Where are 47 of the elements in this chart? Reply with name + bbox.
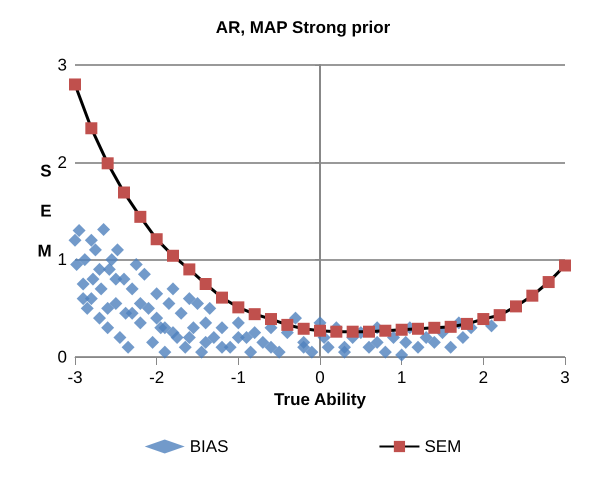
x-tick-label: 3 <box>560 368 570 387</box>
y-tick-label: 2 <box>58 152 67 172</box>
x-tick-label: 1 <box>396 368 406 387</box>
point <box>248 308 261 320</box>
point <box>183 263 196 276</box>
point <box>542 276 555 288</box>
x-axis-title: True Ability <box>274 390 367 409</box>
chart-title: AR, MAP Strong prior <box>216 18 391 37</box>
point <box>477 313 490 326</box>
point <box>85 122 98 134</box>
point <box>167 250 179 262</box>
point <box>216 292 228 304</box>
point <box>396 324 408 336</box>
point <box>559 260 571 272</box>
point <box>200 278 212 290</box>
point <box>379 324 392 337</box>
point <box>134 210 146 223</box>
y-tick-label: 3 <box>58 56 67 74</box>
point <box>102 157 114 170</box>
point <box>363 326 375 338</box>
y-tick-label: 0 <box>58 348 67 366</box>
y-tick-label: 1 <box>58 250 67 270</box>
point <box>330 326 342 338</box>
point <box>428 322 440 334</box>
x-tick-label: -3 <box>67 368 83 387</box>
point <box>494 309 506 322</box>
point <box>510 300 522 312</box>
point <box>346 326 359 338</box>
point <box>314 324 326 337</box>
point <box>298 322 310 335</box>
point <box>118 186 130 199</box>
point <box>526 290 538 302</box>
point <box>232 301 244 314</box>
x-tick-label: 2 <box>478 368 488 387</box>
x-tick-label: -1 <box>230 368 246 387</box>
x-tick-label: 0 <box>315 368 325 387</box>
legend-label: BIAS <box>190 437 228 456</box>
point <box>412 322 424 335</box>
legend-label: SEM <box>424 437 462 456</box>
point <box>281 318 294 331</box>
text: S E M <box>37 162 52 260</box>
point <box>150 233 163 246</box>
point <box>265 313 277 326</box>
point <box>444 320 457 333</box>
point <box>69 78 81 90</box>
point <box>461 318 473 330</box>
x-tick-label: -2 <box>149 368 164 387</box>
